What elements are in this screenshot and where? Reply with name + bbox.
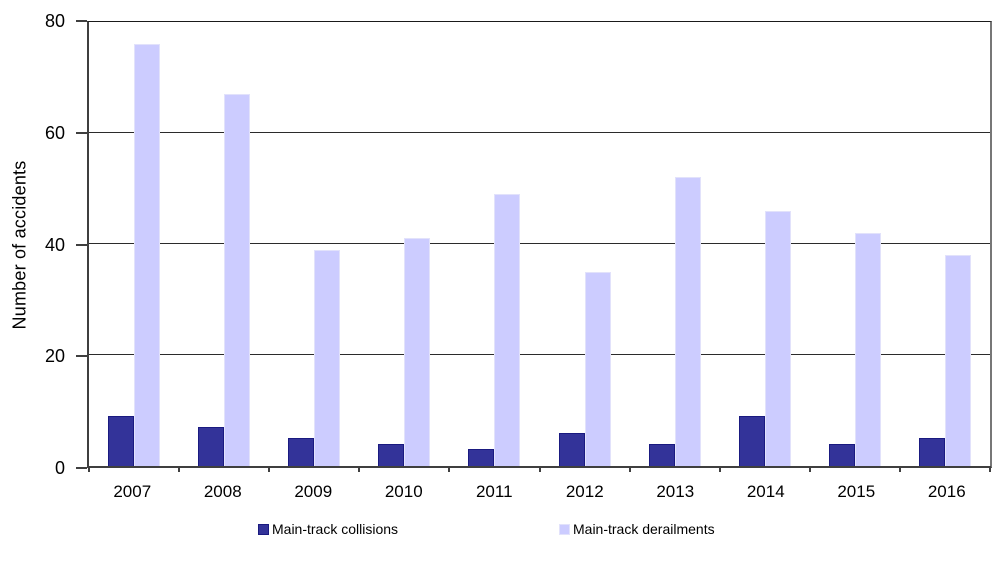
x-tick-7: [718, 466, 721, 472]
gridline-60: [89, 132, 990, 133]
x-tick-label-2016: 2016: [927, 482, 966, 501]
x-tick-9: [898, 466, 901, 472]
x-tick-label-2015: 2015: [837, 482, 876, 501]
x-tick-4: [448, 466, 451, 472]
bar-2016-series-1: [944, 255, 971, 466]
y-tick-20: [76, 355, 87, 358]
y-tick-60: [76, 131, 87, 134]
y-tick-0: [76, 467, 87, 469]
legend-label-derailments: Main-track derailments: [573, 521, 715, 537]
bar-2009-series-0: [288, 438, 315, 466]
bar-2012-series-1: [584, 271, 611, 466]
bar-2014-series-0: [738, 416, 765, 466]
legend-label-collisions: Main-track collisions: [272, 521, 399, 537]
bar-group-2007: [89, 22, 179, 466]
x-tick-label-2013: 2013: [656, 482, 695, 501]
legend-swatch-collisions: [258, 523, 269, 535]
x-tick-label-2014: 2014: [746, 482, 785, 501]
bar-2016-series-0: [918, 438, 945, 466]
bar-2012-series-0: [558, 432, 585, 466]
x-tick-8: [808, 466, 811, 472]
bar-2015-series-1: [854, 232, 881, 466]
x-tick-1: [178, 466, 181, 472]
bar-2008-series-0: [198, 427, 225, 466]
bar-group-2010: [359, 22, 449, 466]
y-tick-label-80: 80: [44, 11, 65, 31]
y-tick-label-20: 20: [44, 346, 65, 367]
plot-area: [87, 21, 992, 472]
y-tick-label-0: 0: [54, 458, 65, 478]
y-tick-label-60: 60: [44, 122, 65, 143]
x-tick-label-2007: 2007: [113, 482, 152, 501]
bar-2011-series-1: [494, 194, 521, 466]
bar-2010-series-1: [404, 238, 431, 466]
x-axis-labels: 2007 2008 2009 2010 2011 2012 2013 2014 2015 2016: [87, 482, 992, 502]
x-tick-label-2009: 2009: [294, 482, 333, 501]
bar-2007-series-1: [134, 44, 161, 466]
bar-group-2009: [269, 22, 359, 466]
bar-2009-series-1: [314, 249, 341, 466]
x-tick-3: [358, 466, 361, 472]
bar-group-2008: [179, 22, 269, 466]
x-tick-10: [989, 466, 991, 472]
bar-2015-series-0: [828, 443, 855, 466]
x-tick-0: [88, 466, 90, 472]
gridline-40: [89, 243, 990, 244]
bar-group-2015: [810, 22, 900, 466]
bar-2013-series-1: [674, 177, 701, 466]
y-tick-label-40: 40: [44, 234, 65, 255]
bar-2008-series-1: [224, 94, 251, 466]
y-tick-80: [76, 20, 87, 22]
x-tick-label-2010: 2010: [384, 482, 423, 501]
x-tick-label-2008: 2008: [203, 482, 242, 501]
legend-item-derailments: Main-track derailments: [559, 521, 715, 537]
bar-2014-series-1: [764, 210, 791, 466]
bar-2011-series-0: [468, 449, 495, 466]
gridline-20: [89, 354, 990, 355]
bar-2013-series-0: [648, 443, 675, 466]
x-tick-label-2012: 2012: [565, 482, 604, 501]
x-tick-2: [268, 466, 271, 472]
legend-swatch-derailments: [559, 523, 570, 535]
bar-group-2012: [540, 22, 630, 466]
bar-group-2016: [900, 22, 990, 466]
x-tick-5: [538, 466, 541, 472]
bar-2007-series-0: [108, 416, 135, 466]
bar-group-2011: [449, 22, 539, 466]
y-tick-40: [76, 243, 87, 246]
legend-item-collisions: Main-track collisions: [258, 521, 398, 537]
bar-group-2014: [720, 22, 810, 466]
bar-group-2013: [630, 22, 720, 466]
bar-2010-series-0: [378, 443, 405, 466]
x-tick-6: [628, 466, 631, 472]
x-tick-label-2011: 2011: [475, 482, 513, 501]
